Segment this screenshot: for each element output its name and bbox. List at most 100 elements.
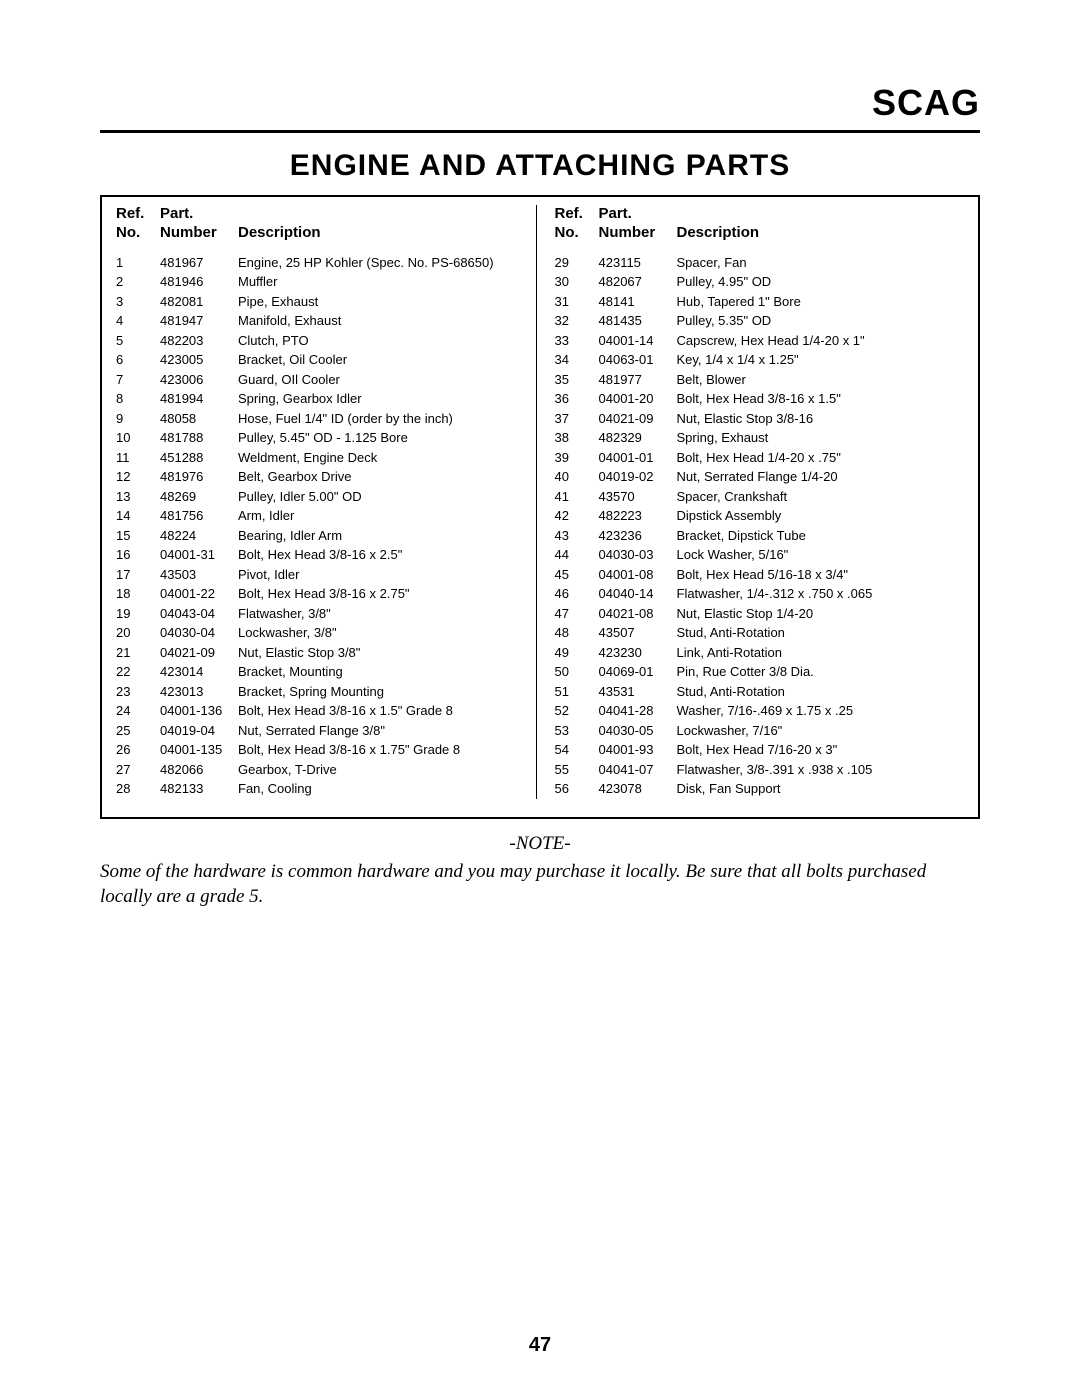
table-row: 42482223Dipstick Assembly xyxy=(555,506,965,526)
part-number: 04030-04 xyxy=(160,623,238,643)
part-description: Spring, Exhaust xyxy=(677,428,965,448)
part-description: Lockwasher, 3/8" xyxy=(238,623,526,643)
part-number: 04001-08 xyxy=(599,565,677,585)
part-description: Pulley, 5.45" OD - 1.125 Bore xyxy=(238,428,526,448)
ref-no: 45 xyxy=(555,565,599,585)
part-description: Lock Washer, 5/16" xyxy=(677,545,965,565)
ref-no: 29 xyxy=(555,253,599,273)
header-ref-line1: Ref. xyxy=(555,205,599,224)
ref-no: 31 xyxy=(555,292,599,312)
column-header: Ref. No. Part. Number Description xyxy=(116,205,526,243)
part-description: Washer, 7/16-.469 x 1.75 x .25 xyxy=(677,701,965,721)
part-number: 04019-02 xyxy=(599,467,677,487)
part-number: 482067 xyxy=(599,272,677,292)
header-desc: Description xyxy=(238,224,526,243)
table-row: 2504019-04Nut, Serrated Flange 3/8" xyxy=(116,721,526,741)
part-number: 481946 xyxy=(160,272,238,292)
part-description: Stud, Anti-Rotation xyxy=(677,623,965,643)
ref-no: 10 xyxy=(116,428,160,448)
part-number: 451288 xyxy=(160,448,238,468)
part-number: 48224 xyxy=(160,526,238,546)
ref-no: 13 xyxy=(116,487,160,507)
ref-no: 15 xyxy=(116,526,160,546)
part-description: Bearing, Idler Arm xyxy=(238,526,526,546)
part-number: 04030-05 xyxy=(599,721,677,741)
part-description: Pipe, Exhaust xyxy=(238,292,526,312)
part-number: 48269 xyxy=(160,487,238,507)
part-number: 423005 xyxy=(160,350,238,370)
column-header: Ref. No. Part. Number Description xyxy=(555,205,965,243)
ref-no: 21 xyxy=(116,643,160,663)
part-description: Manifold, Exhaust xyxy=(238,311,526,331)
table-row: 5004069-01Pin, Rue Cotter 3/8 Dia. xyxy=(555,662,965,682)
part-number: 04043-04 xyxy=(160,604,238,624)
table-row: 4481947Manifold, Exhaust xyxy=(116,311,526,331)
table-row: 3482081Pipe, Exhaust xyxy=(116,292,526,312)
part-description: Bolt, Hex Head 3/8-16 x 1.5" Grade 8 xyxy=(238,701,526,721)
table-row: 1904043-04Flatwasher, 3/8" xyxy=(116,604,526,624)
ref-no: 56 xyxy=(555,779,599,799)
part-description: Gearbox, T-Drive xyxy=(238,760,526,780)
part-description: Weldment, Engine Deck xyxy=(238,448,526,468)
table-row: 5504041-07Flatwasher, 3/8-.391 x .938 x … xyxy=(555,760,965,780)
table-row: 4404030-03Lock Washer, 5/16" xyxy=(555,545,965,565)
table-row: 35481977Belt, Blower xyxy=(555,370,965,390)
header-rule xyxy=(100,130,980,133)
note-body: Some of the hardware is common hardware … xyxy=(100,859,980,910)
table-row: 3404063-01Key, 1/4 x 1/4 x 1.25" xyxy=(555,350,965,370)
table-row: 4843507Stud, Anti-Rotation xyxy=(555,623,965,643)
part-description: Hub, Tapered 1" Bore xyxy=(677,292,965,312)
table-row: 4004019-02Nut, Serrated Flange 1/4-20 xyxy=(555,467,965,487)
table-row: 11451288Weldment, Engine Deck xyxy=(116,448,526,468)
ref-no: 17 xyxy=(116,565,160,585)
ref-no: 16 xyxy=(116,545,160,565)
part-description: Bolt, Hex Head 5/16-18 x 3/4" xyxy=(677,565,965,585)
part-number: 423006 xyxy=(160,370,238,390)
table-row: 38482329Spring, Exhaust xyxy=(555,428,965,448)
part-number: 04040-14 xyxy=(599,584,677,604)
part-description: Flatwasher, 3/8-.391 x .938 x .105 xyxy=(677,760,965,780)
part-description: Flatwasher, 3/8" xyxy=(238,604,526,624)
table-row: 4704021-08Nut, Elastic Stop 1/4-20 xyxy=(555,604,965,624)
ref-no: 34 xyxy=(555,350,599,370)
page-title: ENGINE AND ATTACHING PARTS xyxy=(100,149,980,183)
part-number: 04041-07 xyxy=(599,760,677,780)
part-description: Pulley, 5.35" OD xyxy=(677,311,965,331)
part-number: 43531 xyxy=(599,682,677,702)
part-number: 43507 xyxy=(599,623,677,643)
part-description: Nut, Elastic Stop 3/8" xyxy=(238,643,526,663)
part-description: Engine, 25 HP Kohler (Spec. No. PS-68650… xyxy=(238,253,526,273)
ref-no: 46 xyxy=(555,584,599,604)
table-row: 2404001-136Bolt, Hex Head 3/8-16 x 1.5" … xyxy=(116,701,526,721)
table-row: 4504001-08Bolt, Hex Head 5/16-18 x 3/4" xyxy=(555,565,965,585)
table-row: 7423006Guard, OIl Cooler xyxy=(116,370,526,390)
table-row: 1604001-31Bolt, Hex Head 3/8-16 x 2.5" xyxy=(116,545,526,565)
part-number: 04021-09 xyxy=(160,643,238,663)
table-row: 4143570Spacer, Crankshaft xyxy=(555,487,965,507)
table-row: 2604001-135Bolt, Hex Head 3/8-16 x 1.75"… xyxy=(116,740,526,760)
part-number: 423078 xyxy=(599,779,677,799)
table-row: 6423005Bracket, Oil Cooler xyxy=(116,350,526,370)
part-number: 04001-136 xyxy=(160,701,238,721)
part-number: 04021-09 xyxy=(599,409,677,429)
ref-no: 30 xyxy=(555,272,599,292)
ref-no: 40 xyxy=(555,467,599,487)
table-row: 14481756Arm, Idler xyxy=(116,506,526,526)
parts-column-right: Ref. No. Part. Number Description 294231… xyxy=(537,205,965,799)
part-description: Dipstick Assembly xyxy=(677,506,965,526)
part-description: Bracket, Dipstick Tube xyxy=(677,526,965,546)
part-number: 04021-08 xyxy=(599,604,677,624)
parts-table: Ref. No. Part. Number Description 148196… xyxy=(100,195,980,819)
part-description: Spring, Gearbox Idler xyxy=(238,389,526,409)
table-row: 5404001-93Bolt, Hex Head 7/16-20 x 3" xyxy=(555,740,965,760)
part-number: 481967 xyxy=(160,253,238,273)
ref-no: 11 xyxy=(116,448,160,468)
table-row: 56423078Disk, Fan Support xyxy=(555,779,965,799)
ref-no: 54 xyxy=(555,740,599,760)
table-row: 3604001-20Bolt, Hex Head 3/8-16 x 1.5" xyxy=(555,389,965,409)
table-row: 2104021-09Nut, Elastic Stop 3/8" xyxy=(116,643,526,663)
part-number: 04001-31 xyxy=(160,545,238,565)
table-row: 28482133Fan, Cooling xyxy=(116,779,526,799)
ref-no: 38 xyxy=(555,428,599,448)
part-number: 423230 xyxy=(599,643,677,663)
